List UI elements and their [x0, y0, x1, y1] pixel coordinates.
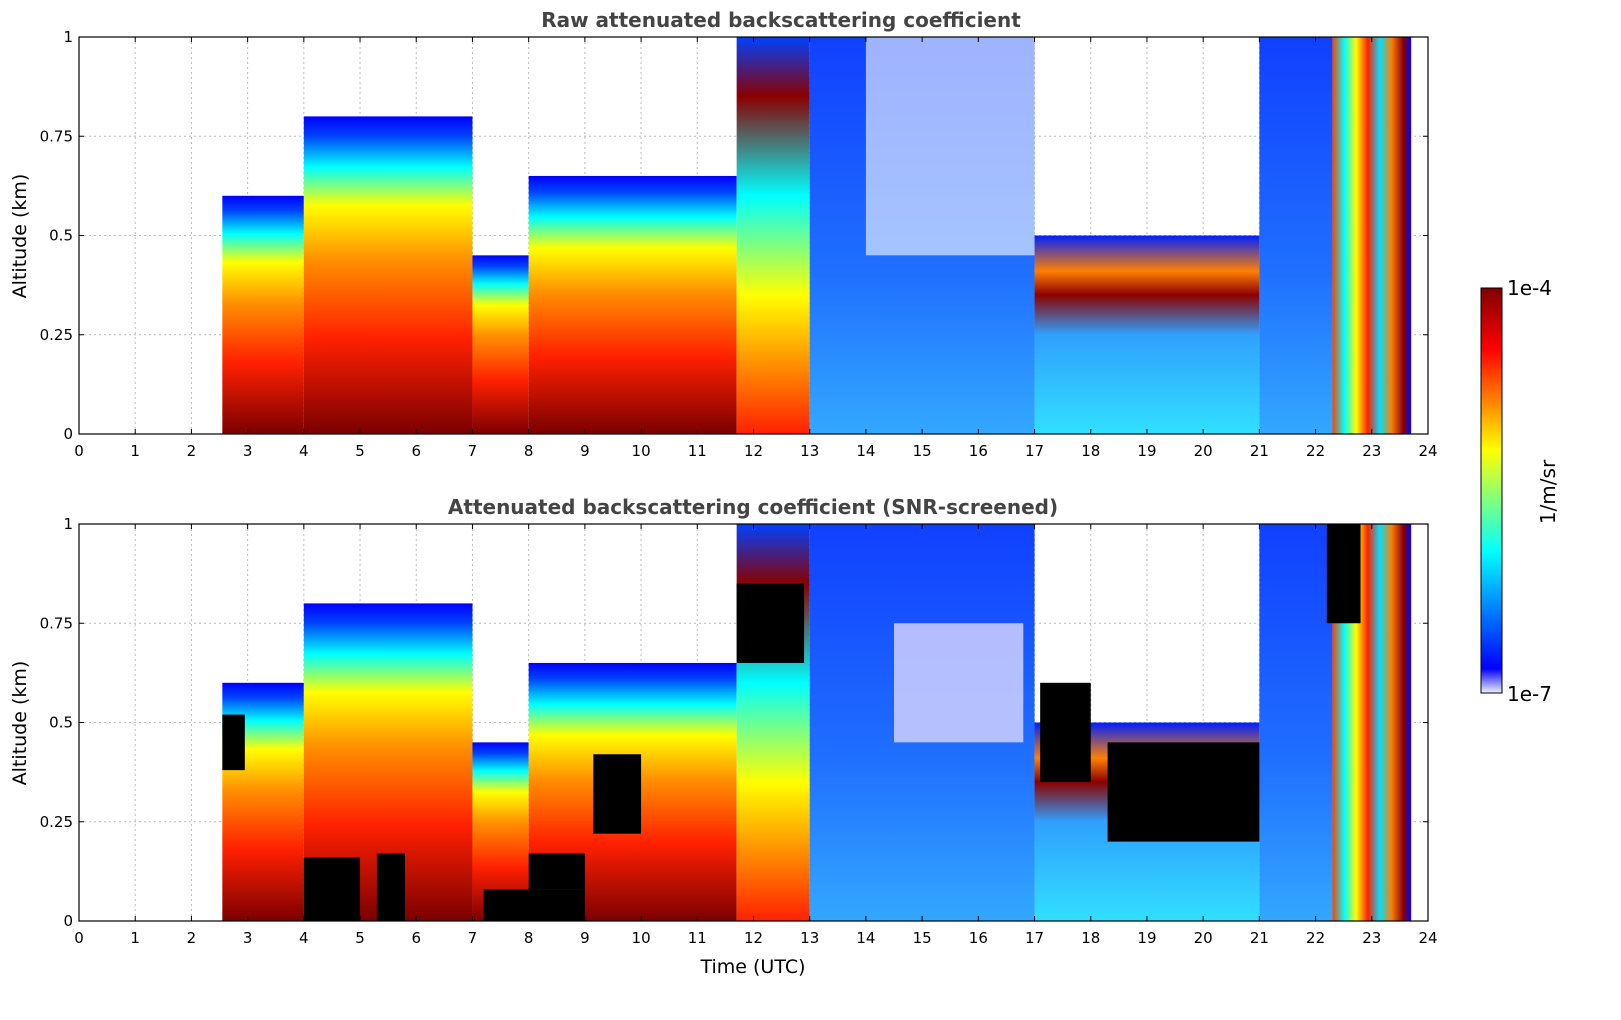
- x-tick-label: 9: [580, 929, 590, 947]
- heatmap-segment: [1034, 235, 1260, 434]
- heatmap-segment: [1259, 524, 1333, 921]
- colorbar-min-label: 1e-7: [1507, 682, 1552, 706]
- x-tick-label: 21: [1250, 929, 1269, 947]
- x-tick-label: 22: [1306, 442, 1325, 460]
- heatmap-segment: [1332, 37, 1412, 434]
- colorbar: 1e-4 1e-7 1/m/sr: [1480, 276, 1560, 706]
- screened-region: [1107, 742, 1260, 842]
- screened-region: [222, 714, 245, 771]
- x-tick-label: 21: [1250, 442, 1269, 460]
- screened-region: [483, 889, 585, 921]
- x-tick-label: 8: [524, 929, 534, 947]
- heatmap-segment: [1259, 37, 1333, 434]
- heatmap-segment: [528, 175, 737, 434]
- x-tick-label: 24: [1418, 929, 1437, 947]
- noise-region: [865, 37, 1035, 256]
- x-tick-label: 2: [187, 442, 197, 460]
- panel-raw-title: Raw attenuated backscattering coefficien…: [541, 8, 1021, 32]
- y-tick-label: 0.25: [40, 326, 73, 344]
- x-tick-label: 12: [744, 442, 763, 460]
- x-tick-label: 19: [1137, 442, 1156, 460]
- y-tick-label: 0.25: [40, 813, 73, 831]
- screened-region: [593, 754, 642, 834]
- x-tick-label: 18: [1081, 442, 1100, 460]
- x-tick-label: 16: [969, 929, 988, 947]
- y-tick-label: 0.5: [49, 714, 73, 732]
- x-tick-label: 10: [632, 929, 651, 947]
- x-tick-label: 7: [468, 929, 478, 947]
- panel-screened-ticks: 0 1 2 3 4 5 6 7 8 9 10 11 12 13 14 15 16 17 18 19 20 21 22 23 24…: [40, 515, 1438, 947]
- y-tick-label: 0.75: [40, 127, 73, 145]
- x-tick-label: 0: [74, 442, 84, 460]
- screened-region: [528, 853, 585, 890]
- x-tick-label: 5: [355, 442, 365, 460]
- x-tick-label: 19: [1137, 929, 1156, 947]
- panel-raw-heatmap: [222, 37, 1412, 435]
- x-tick-label: 14: [856, 929, 875, 947]
- x-tick-label: 24: [1418, 442, 1437, 460]
- panel-screened-title: Attenuated backscattering coefficient (S…: [448, 495, 1058, 519]
- y-tick-label: 0: [63, 912, 73, 930]
- x-tick-label: 12: [744, 929, 763, 947]
- panel-screened: Attenuated backscattering coefficient (S…: [9, 495, 1438, 978]
- x-tick-label: 14: [856, 442, 875, 460]
- y-tick-label: 1: [63, 515, 73, 533]
- screened-region: [1326, 524, 1361, 624]
- x-tick-label: 18: [1081, 929, 1100, 947]
- x-tick-label: 3: [243, 929, 253, 947]
- screened-region: [376, 853, 406, 921]
- x-tick-label: 17: [1025, 929, 1044, 947]
- x-tick-label: 16: [969, 442, 988, 460]
- y-tick-label: 0: [63, 425, 73, 443]
- x-tick-label: 5: [355, 929, 365, 947]
- x-tick-label: 22: [1306, 929, 1325, 947]
- x-tick-label: 20: [1194, 442, 1213, 460]
- x-tick-label: 2: [187, 929, 197, 947]
- panel-raw: Raw attenuated backscattering coefficien…: [9, 8, 1438, 460]
- screened-region: [736, 583, 805, 663]
- y-tick-label: 0.5: [49, 227, 73, 245]
- x-tick-label: 23: [1362, 442, 1381, 460]
- x-tick-label: 6: [411, 929, 421, 947]
- x-tick-label: 4: [299, 929, 309, 947]
- panel-raw-ylabel: Altitude (km): [9, 174, 31, 299]
- x-tick-label: 7: [468, 442, 478, 460]
- x-tick-label: 1: [130, 929, 140, 947]
- panel-screened-ylabel: Altitude (km): [9, 661, 31, 786]
- x-tick-label: 20: [1194, 929, 1213, 947]
- x-tick-label: 3: [243, 442, 253, 460]
- x-tick-label: 13: [800, 442, 819, 460]
- heatmap-segment: [736, 37, 810, 434]
- colorbar-gradient: [1480, 287, 1503, 694]
- x-tick-label: 11: [688, 929, 707, 947]
- x-tick-label: 8: [524, 442, 534, 460]
- x-tick-label: 15: [913, 442, 932, 460]
- y-tick-label: 0.75: [40, 614, 73, 632]
- x-tick-label: 15: [913, 929, 932, 947]
- x-tick-label: 0: [74, 929, 84, 947]
- x-tick-label: 6: [411, 442, 421, 460]
- colorbar-unit-label: 1/m/sr: [1536, 459, 1560, 524]
- x-tick-label: 17: [1025, 442, 1044, 460]
- y-tick-label: 1: [63, 28, 73, 46]
- x-tick-label: 10: [632, 442, 651, 460]
- x-tick-label: 1: [130, 442, 140, 460]
- x-tick-label: 4: [299, 442, 309, 460]
- panel-raw-ticks: 0 1 2 3 4 5 6 7 8 9 10 11 12 13 14 15 16 17 18 19 20 21 22 23 24…: [40, 28, 1438, 460]
- screened-region: [1040, 682, 1091, 783]
- screened-region: [303, 857, 361, 921]
- colorbar-max-label: 1e-4: [1507, 276, 1552, 300]
- heatmap-segment: [222, 195, 304, 434]
- x-tick-label: 13: [800, 929, 819, 947]
- x-tick-label: 9: [580, 442, 590, 460]
- x-tick-label: 23: [1362, 929, 1381, 947]
- heatmap-segment: [472, 255, 529, 434]
- heatmap-segment: [303, 116, 473, 435]
- panel-screened-xlabel: Time (UTC): [699, 956, 805, 978]
- panel-screened-heatmap: [222, 524, 1412, 921]
- x-tick-label: 11: [688, 442, 707, 460]
- low-signal-region: [894, 623, 1024, 743]
